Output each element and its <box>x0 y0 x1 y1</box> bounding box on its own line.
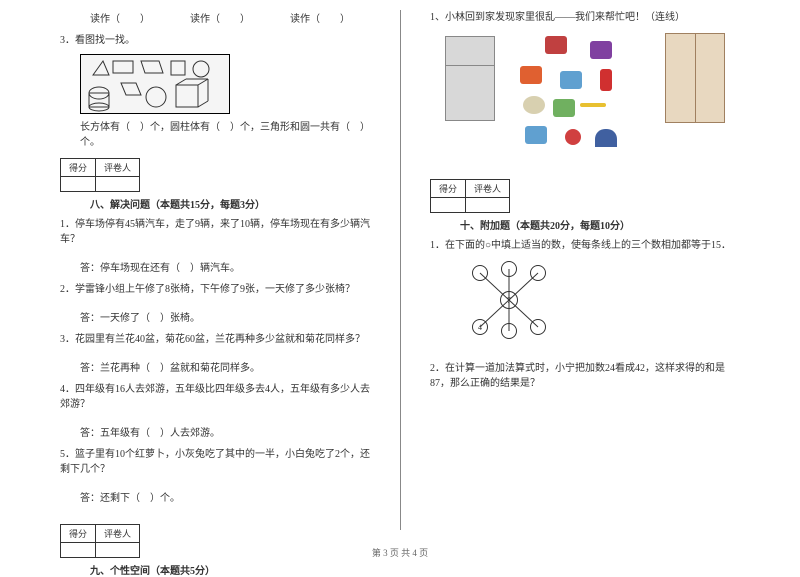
grader-cell <box>96 177 140 192</box>
item-bowl <box>523 96 545 114</box>
score-cell <box>61 177 96 192</box>
a8-5: 答：还剩下（ ）个。 <box>60 491 370 506</box>
item-can <box>600 69 612 91</box>
score-cell <box>431 198 466 213</box>
section-9-title: 九、个性空间（本题共5分） <box>90 562 215 577</box>
section-8-title: 八、解决问题（本题共15分，每题3分） <box>90 196 265 211</box>
q8-4: 4．四年级有16人去郊游，五年级比四年级多去4人，五年级有多少人去郊游？ <box>60 382 370 412</box>
item-apple <box>565 129 581 145</box>
item-cap <box>595 129 617 147</box>
item-eggplant <box>590 41 612 59</box>
matching-figure <box>445 31 725 171</box>
read-row: 读作（ ） 读作（ ） 读作（ ） <box>60 10 370 25</box>
star-center: 7 <box>500 291 518 309</box>
a8-1: 答：停车场现在还有（ ）辆汽车。 <box>60 261 370 276</box>
score-box-8: 得分 评卷人 <box>60 158 140 192</box>
grader-label: 评卷人 <box>466 180 510 198</box>
read-label-1: 读作（ ） <box>90 10 150 25</box>
item-shorts <box>560 71 582 89</box>
q8-5: 5．篮子里有10个红萝卜，小灰兔吃了其中的一半，小白兔吃了2个，还剩下几个？ <box>60 447 370 477</box>
page-footer: 第 3 页 共 4 页 <box>0 546 800 559</box>
star-diagram: 7 4 <box>460 261 560 341</box>
left-column: 读作（ ） 读作（ ） 读作（ ） 3．看图找一找。 长方体有（ ）个，圆柱体有… <box>0 0 400 565</box>
wardrobe-icon <box>665 33 725 123</box>
score-box-10: 得分 评卷人 <box>430 179 510 213</box>
fridge-icon <box>445 36 495 121</box>
grader-label: 评卷人 <box>96 159 140 177</box>
q3-title: 3．看图找一找。 <box>60 33 370 48</box>
star-node <box>501 323 517 339</box>
read-label-3: 读作（ ） <box>290 10 350 25</box>
item-shirt <box>545 36 567 54</box>
a8-3: 答：兰花再种（ ）盆就和菊花同样多。 <box>60 361 370 376</box>
a8-4: 答：五年级有（ ）人去郊游。 <box>60 426 370 441</box>
section-10-title: 十、附加题（本题共20分，每题10分） <box>460 217 630 232</box>
score-label: 得分 <box>61 159 96 177</box>
read-label-2: 读作（ ） <box>190 10 250 25</box>
a8-2: 答：一天修了（ ）张椅。 <box>60 311 370 326</box>
right-column: 1、小林回到家发现家里很乱――我们来帮忙吧！（连线） 得分 评卷人 十、附加题（… <box>400 0 800 565</box>
score-label: 得分 <box>431 180 466 198</box>
q10-1: 1．在下面的○中填上适当的数，使每条线上的三个数相加都等于15． <box>430 238 740 253</box>
q8-3: 3．花园里有兰花40盆，菊花60盆，兰花再种多少盆就和菊花同样多？ <box>60 332 370 347</box>
shapes-figure <box>80 54 230 114</box>
item-sweater <box>525 126 547 144</box>
grader-label: 评卷人 <box>96 525 140 543</box>
q8-1: 1．停车场停有45辆汽车，走了9辆，来了10辆，停车场现在有多少辆汽车？ <box>60 217 370 247</box>
star-node <box>530 265 546 281</box>
score-label: 得分 <box>61 525 96 543</box>
star-node <box>501 261 517 277</box>
star-node <box>530 319 546 335</box>
item-tshirt <box>520 66 542 84</box>
q9-1-title: 1、小林回到家发现家里很乱――我们来帮忙吧！（连线） <box>430 10 740 25</box>
star-node: 4 <box>472 319 488 335</box>
item-pencil <box>580 103 606 107</box>
item-pepper <box>553 99 575 117</box>
q8-2: 2．学雷锋小组上午修了8张椅，下午修了9张，一天修了多少张椅？ <box>60 282 370 297</box>
grader-cell <box>466 198 510 213</box>
q10-2: 2．在计算一道加法算式时，小宁把加数24看成42，这样求得的和是87，那么正确的… <box>430 361 740 391</box>
star-node <box>472 265 488 281</box>
q3-answer: 长方体有（ ）个，圆柱体有（ ）个，三角形和圆一共有（ ）个。 <box>60 120 370 150</box>
